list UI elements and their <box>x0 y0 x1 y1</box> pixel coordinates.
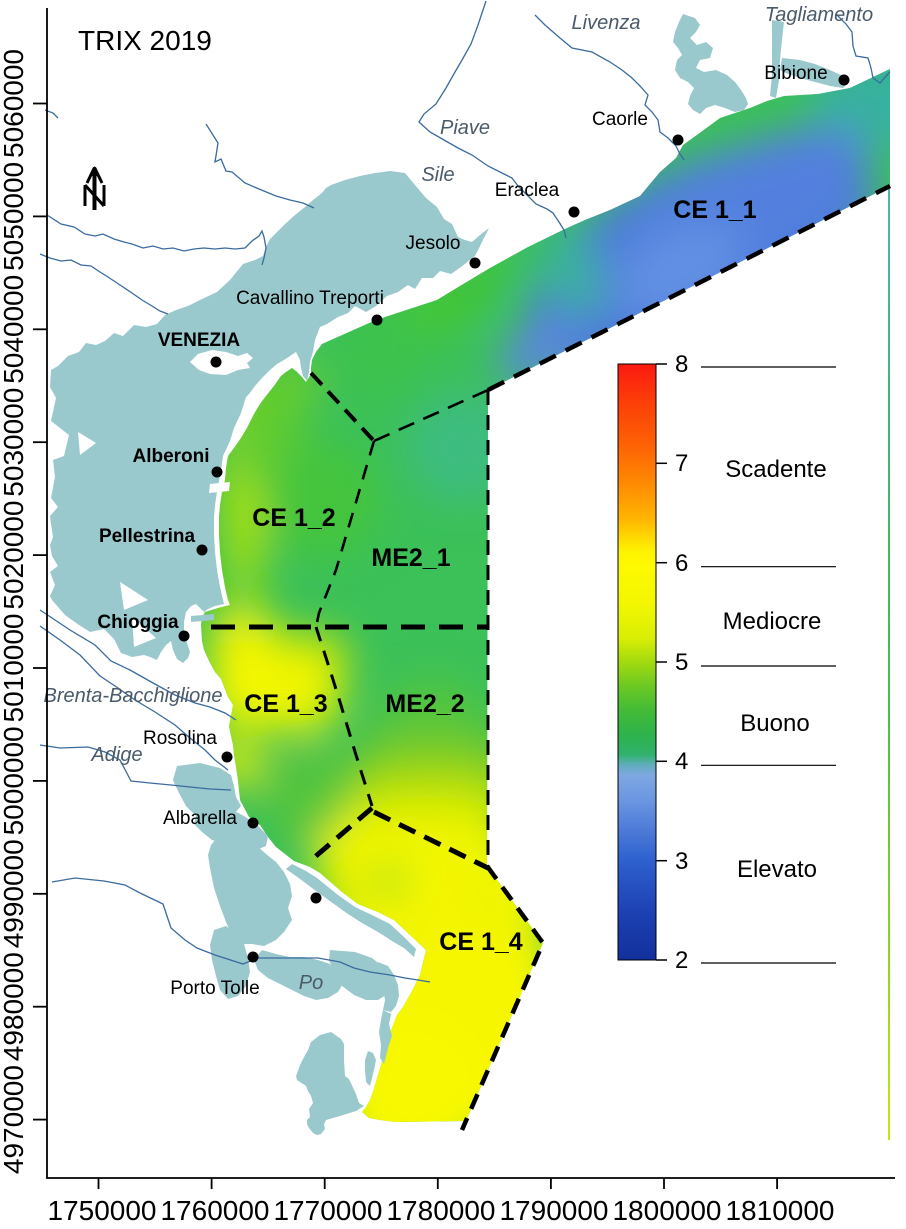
svg-text:Sile: Sile <box>421 164 454 186</box>
svg-text:5: 5 <box>675 649 688 676</box>
svg-text:Tagliamento: Tagliamento <box>765 4 873 26</box>
svg-text:Mediocre: Mediocre <box>723 608 822 635</box>
svg-text:ME2_1: ME2_1 <box>371 544 450 572</box>
svg-text:Piave: Piave <box>440 117 490 139</box>
svg-text:7: 7 <box>675 450 688 477</box>
svg-text:1810000: 1810000 <box>725 1195 834 1226</box>
svg-text:Po: Po <box>299 972 323 994</box>
svg-text:Eraclea: Eraclea <box>495 180 560 201</box>
svg-text:Albarella: Albarella <box>163 808 237 829</box>
svg-text:5000000: 5000000 <box>0 726 29 835</box>
svg-text:CE 1_4: CE 1_4 <box>439 928 522 956</box>
svg-text:Buono: Buono <box>740 710 809 737</box>
svg-text:Caorle: Caorle <box>592 109 648 130</box>
svg-text:CE 1_3: CE 1_3 <box>244 690 327 718</box>
svg-text:5060000: 5060000 <box>0 49 29 158</box>
svg-text:8: 8 <box>675 351 688 378</box>
svg-text:Porto Tolle: Porto Tolle <box>170 978 259 999</box>
svg-text:1790000: 1790000 <box>499 1195 608 1226</box>
svg-text:CE 1_1: CE 1_1 <box>673 196 756 224</box>
svg-text:CE 1_2: CE 1_2 <box>252 504 335 532</box>
svg-text:5040000: 5040000 <box>0 275 29 384</box>
svg-text:1770000: 1770000 <box>273 1195 382 1226</box>
svg-text:6: 6 <box>675 550 688 577</box>
svg-text:Elevato: Elevato <box>737 856 817 883</box>
svg-text:5030000: 5030000 <box>0 388 29 497</box>
svg-text:4980000: 4980000 <box>0 952 29 1061</box>
svg-text:2: 2 <box>675 947 688 974</box>
svg-text:1750000: 1750000 <box>47 1195 156 1226</box>
svg-text:1760000: 1760000 <box>160 1195 269 1226</box>
svg-text:Chioggia: Chioggia <box>97 612 179 633</box>
svg-text:4990000: 4990000 <box>0 839 29 948</box>
svg-text:3: 3 <box>675 848 688 875</box>
svg-text:Jesolo: Jesolo <box>406 233 461 254</box>
svg-text:4: 4 <box>675 748 688 775</box>
svg-text:5010000: 5010000 <box>0 613 29 722</box>
svg-text:Livenza: Livenza <box>572 12 641 34</box>
svg-text:VENEZIA: VENEZIA <box>158 330 241 351</box>
svg-text:TRIX 2019: TRIX 2019 <box>78 25 212 56</box>
svg-text:Pellestrina: Pellestrina <box>99 526 196 547</box>
svg-text:ME2_2: ME2_2 <box>385 690 464 718</box>
svg-text:Adige: Adige <box>90 744 142 766</box>
svg-text:1800000: 1800000 <box>612 1195 721 1226</box>
svg-text:Rosolina: Rosolina <box>143 728 217 749</box>
svg-text:Alberoni: Alberoni <box>132 446 209 467</box>
svg-text:5020000: 5020000 <box>0 501 29 610</box>
svg-text:Brenta-Bacchiglione: Brenta-Bacchiglione <box>44 685 223 707</box>
svg-text:1780000: 1780000 <box>386 1195 495 1226</box>
svg-text:Cavallino Treporti: Cavallino Treporti <box>236 288 384 309</box>
svg-text:Scadente: Scadente <box>725 456 826 483</box>
svg-text:5050000: 5050000 <box>0 162 29 271</box>
svg-text:4970000: 4970000 <box>0 1065 29 1174</box>
svg-text:Bibione: Bibione <box>764 63 827 84</box>
